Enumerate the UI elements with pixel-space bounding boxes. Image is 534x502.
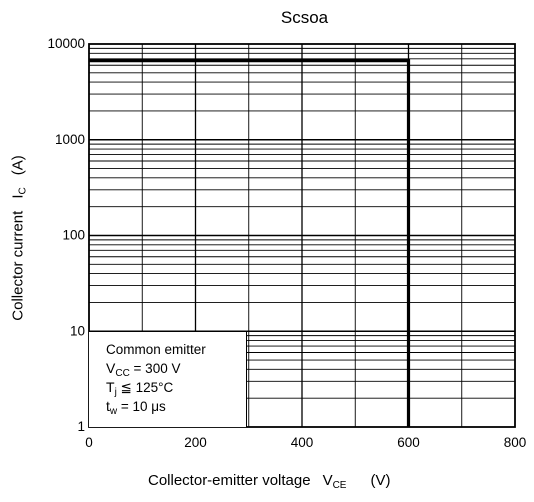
y-tick-label: 10000 bbox=[47, 36, 85, 51]
x-axis-label-symbol: V bbox=[322, 472, 333, 489]
soa-boundary-line bbox=[89, 59, 411, 427]
x-tick-label: 200 bbox=[184, 435, 207, 450]
x-axis-label-unit: (V) bbox=[370, 472, 391, 489]
legend-tw-symbol: t bbox=[106, 398, 110, 414]
x-axis-label: Collector-emitter voltage VCE (V) bbox=[148, 472, 391, 491]
legend-line-1: Common emitter bbox=[106, 342, 206, 357]
legend-line-2: VCC = 300 V bbox=[106, 359, 246, 379]
series-layer bbox=[89, 59, 411, 427]
x-tick-label: 0 bbox=[85, 435, 93, 450]
y-axis-label-unit: (A) bbox=[9, 155, 27, 176]
y-tick-label: 1000 bbox=[55, 132, 85, 147]
conditions-legend: Common emitter VCC = 300 V Tj ≦ 125°C tw… bbox=[89, 331, 247, 427]
legend-tw-sub: w bbox=[109, 406, 118, 417]
y-axis-label-subscript: C bbox=[17, 187, 29, 195]
legend-vcc-sub: CC bbox=[115, 368, 130, 379]
chart-title: Scsoa bbox=[280, 8, 329, 27]
legend-vcc-symbol: V bbox=[106, 360, 116, 376]
tick-labels: 0 200 400 600 800 1 10 100 1000 10000 bbox=[47, 36, 526, 450]
legend-tj-value: ≦ 125°C bbox=[116, 380, 174, 395]
x-tick-label: 800 bbox=[504, 435, 527, 450]
y-tick-label: 100 bbox=[62, 228, 85, 243]
plot-frame bbox=[88, 43, 516, 428]
plot-area-border bbox=[88, 43, 516, 428]
y-tick-label: 1 bbox=[77, 419, 85, 434]
y-axis-label-text: Collector current bbox=[9, 210, 27, 321]
x-tick-label: 400 bbox=[291, 435, 314, 450]
legend-vcc-value: = 300 V bbox=[129, 361, 181, 376]
legend-tw-value: = 10 μs bbox=[117, 399, 166, 414]
y-tick-label: 10 bbox=[70, 323, 85, 338]
y-axis-label-symbol: I bbox=[9, 194, 27, 199]
legend-tj-symbol: T bbox=[106, 379, 115, 395]
legend-line-4: tw = 10 μs bbox=[106, 397, 246, 417]
legend-tj-sub: j bbox=[114, 387, 117, 398]
x-axis-label-subscript: CE bbox=[332, 480, 347, 491]
x-axis-label-text: Collector-emitter voltage bbox=[148, 472, 311, 489]
x-tick-label: 600 bbox=[397, 435, 420, 450]
legend-line-3: Tj ≦ 125°C bbox=[106, 378, 246, 398]
